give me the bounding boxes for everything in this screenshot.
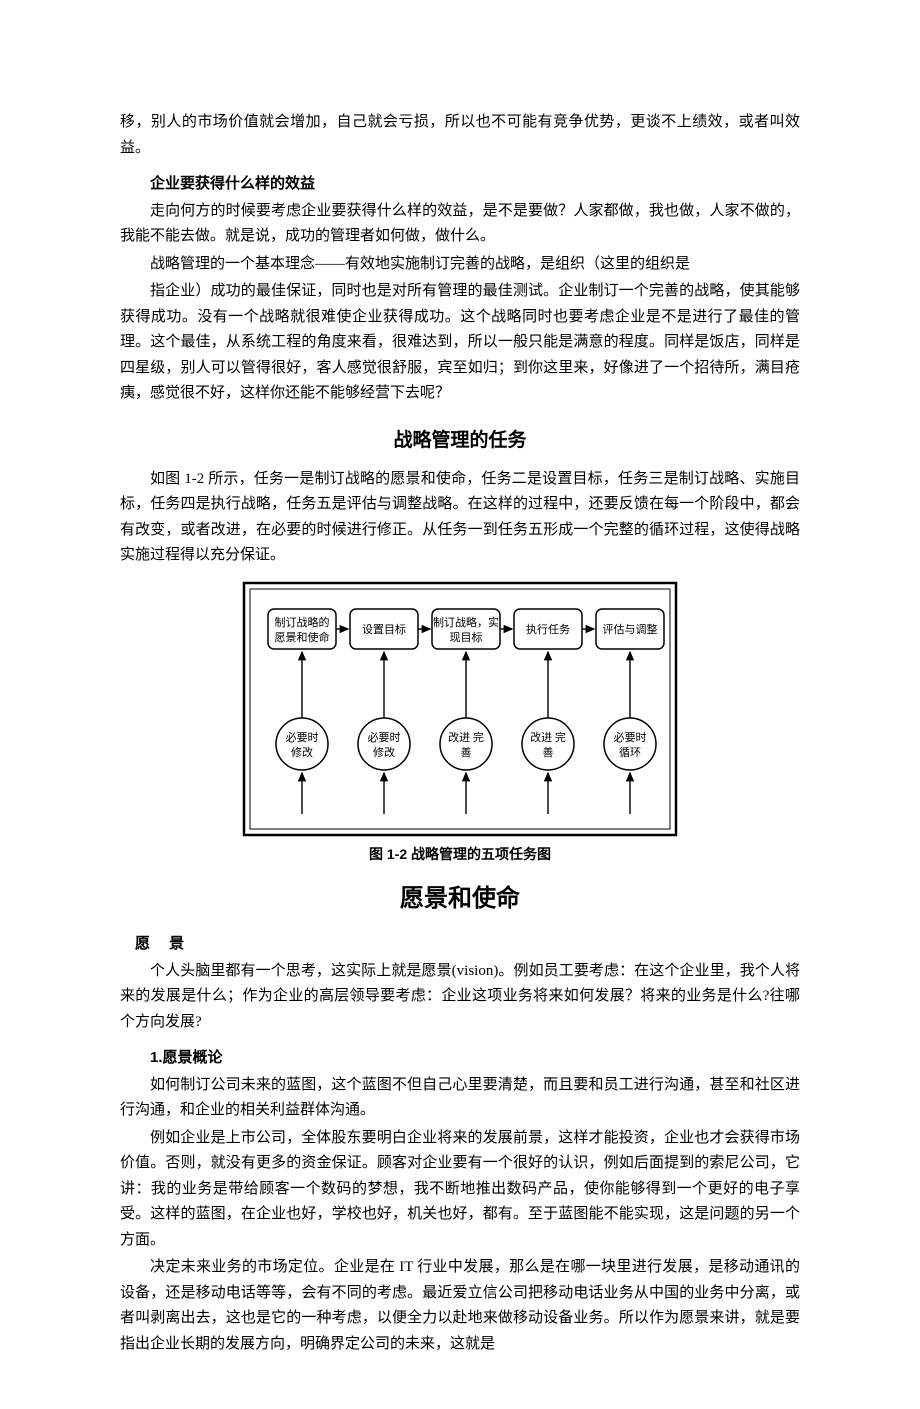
svg-text:必要时: 必要时 <box>286 731 319 744</box>
svg-text:必要时: 必要时 <box>368 731 401 744</box>
figure-1-2: 制订战略的愿景和使命设置目标制订战略，实现目标执行任务评估与调整 必要时修改必要… <box>120 579 800 867</box>
body-paragraph: 如何制订公司未来的蓝图，这个蓝图不但自己心里要清楚，而且要和员工进行沟通，甚至和… <box>120 1073 800 1124</box>
body-paragraph: 走向何方的时候要考虑企业要获得什么样的效益，是不是要做？人家都做，我也做，人家不… <box>120 199 800 250</box>
body-paragraph: 如图 1-2 所示，任务一是制订战略的愿景和使命，任务二是设置目标，任务三是制订… <box>120 467 800 569</box>
svg-text:改进 完: 改进 完 <box>530 730 566 744</box>
svg-text:制订战略的: 制订战略的 <box>275 615 330 629</box>
svg-text:必要时: 必要时 <box>614 731 647 744</box>
svg-text:愿景和使命: 愿景和使命 <box>275 630 330 644</box>
svg-text:循环: 循环 <box>619 746 641 759</box>
body-paragraph: 战略管理的一个基本理念——有效地实施制订完善的战略，是组织（这里的组织是 <box>120 252 800 278</box>
body-paragraph: 决定未来业务的市场定位。企业是在 IT 行业中发展，那么是在哪一块里进行发展，是… <box>120 1255 800 1357</box>
body-paragraph: 个人头脑里都有一个思考，这实际上就是愿景(vision)。例如员工要考虑：在这个… <box>120 959 800 1036</box>
intro-paragraph: 移，别人的市场价值就会增加，自己就会亏损，所以也不可能有竞争优势，更谈不上绩效，… <box>120 110 800 161</box>
svg-text:善: 善 <box>543 745 554 759</box>
heading-strategy-tasks: 战略管理的任务 <box>120 425 800 457</box>
svg-text:设置目标: 设置目标 <box>362 622 406 636</box>
strategy-tasks-diagram: 制订战略的愿景和使命设置目标制订战略，实现目标执行任务评估与调整 必要时修改必要… <box>240 579 680 839</box>
body-paragraph: 指企业）成功的最佳保证，同时也是对所有管理的最佳测试。企业制订一个完善的战略，使… <box>120 279 800 407</box>
heading-vision-mission: 愿景和使命 <box>120 879 800 920</box>
svg-text:评估与调整: 评估与调整 <box>603 622 658 636</box>
section-title-1: 企业要获得什么样的效益 <box>120 171 800 197</box>
subheading-vision: 愿 景 <box>120 931 800 957</box>
svg-text:修改: 修改 <box>291 745 313 759</box>
figure-caption: 图 1-2 战略管理的五项任务图 <box>120 843 800 867</box>
svg-text:现目标: 现目标 <box>450 630 483 644</box>
svg-text:改进 完: 改进 完 <box>448 730 484 744</box>
subheading-vision-overview: 1.愿景概论 <box>120 1045 800 1071</box>
body-paragraph: 例如企业是上市公司，全体股东要明白企业将来的发展前景，这样才能投资，企业也才会获… <box>120 1126 800 1254</box>
svg-text:修改: 修改 <box>373 745 395 759</box>
svg-text:执行任务: 执行任务 <box>526 622 570 636</box>
svg-text:制订战略，实: 制订战略，实 <box>433 615 499 629</box>
svg-text:善: 善 <box>461 745 472 759</box>
